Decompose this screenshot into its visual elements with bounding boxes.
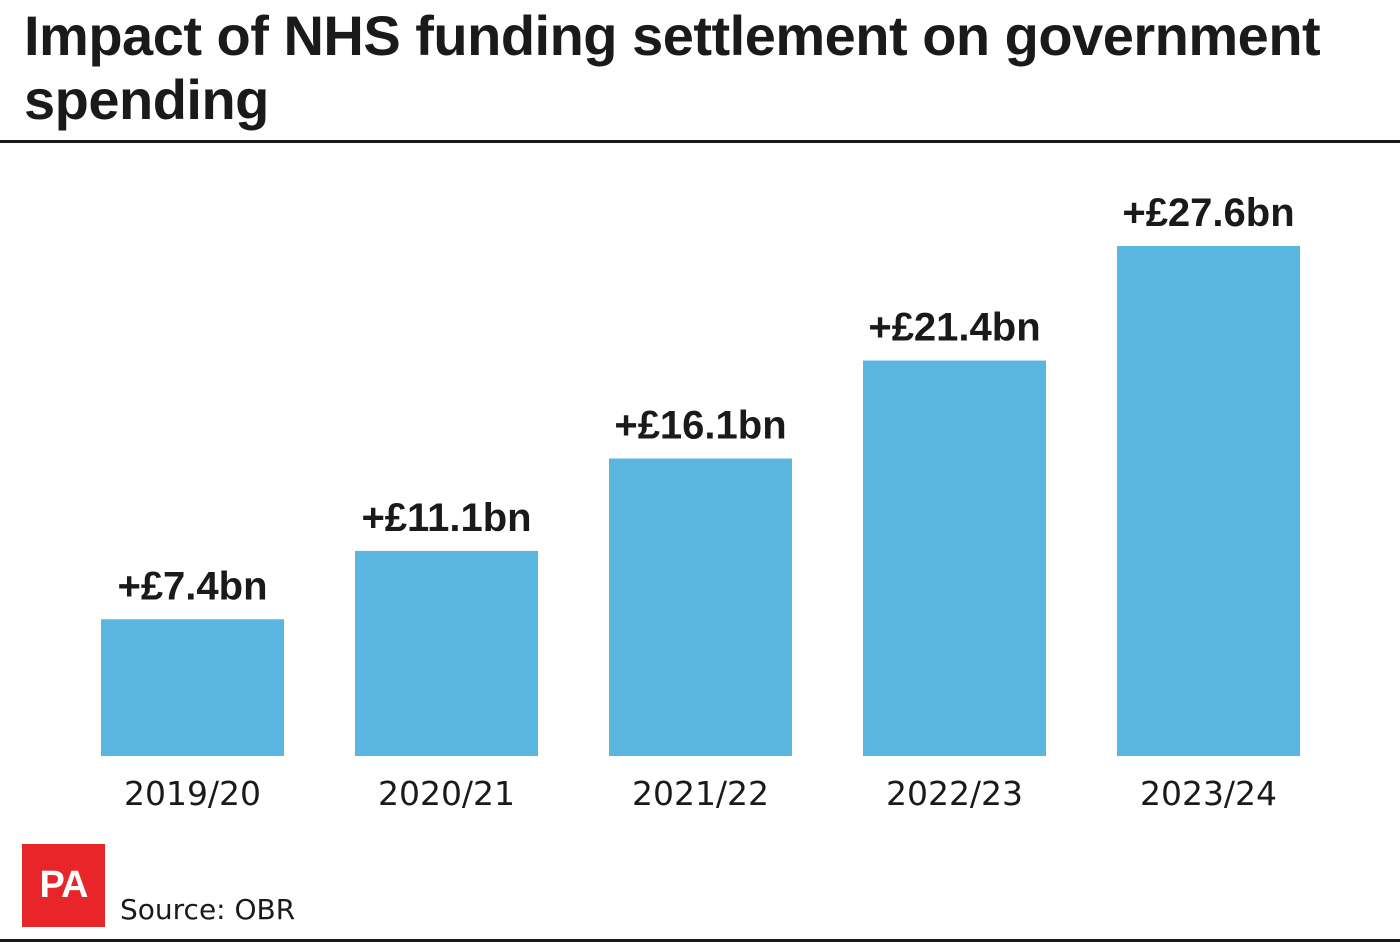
bar-2022-23 — [863, 360, 1046, 756]
bars-layer — [101, 246, 1300, 756]
value-label: +£21.4bn — [868, 306, 1040, 350]
bar-2019-20 — [101, 619, 284, 756]
top-divider — [0, 140, 1400, 143]
value-label: +£16.1bn — [614, 404, 786, 448]
pa-logo: PA — [22, 844, 105, 927]
category-label: 2020/21 — [378, 774, 515, 813]
value-labels-layer: +£7.4bn +£11.1bn +£16.1bn +£21.4bn +£27.6bn — [117, 191, 1294, 608]
bottom-divider — [0, 939, 1400, 942]
category-label: 2021/22 — [632, 774, 769, 813]
bar-2023-24 — [1117, 246, 1300, 756]
bar-2021-22 — [609, 458, 792, 756]
category-label: 2019/20 — [124, 774, 261, 813]
chart-title: Impact of NHS funding settlement on gove… — [24, 4, 1321, 131]
bar-2020-21 — [355, 550, 538, 756]
category-label: 2022/23 — [886, 774, 1023, 813]
value-label: +£11.1bn — [361, 496, 531, 540]
value-label: +£27.6bn — [1122, 191, 1294, 235]
category-labels-layer: 2019/20 2020/21 2021/22 2022/23 2023/24 — [124, 774, 1277, 813]
source-note: Source: OBR — [120, 893, 296, 926]
category-label: 2023/24 — [1140, 774, 1277, 813]
value-label: +£7.4bn — [117, 564, 267, 608]
